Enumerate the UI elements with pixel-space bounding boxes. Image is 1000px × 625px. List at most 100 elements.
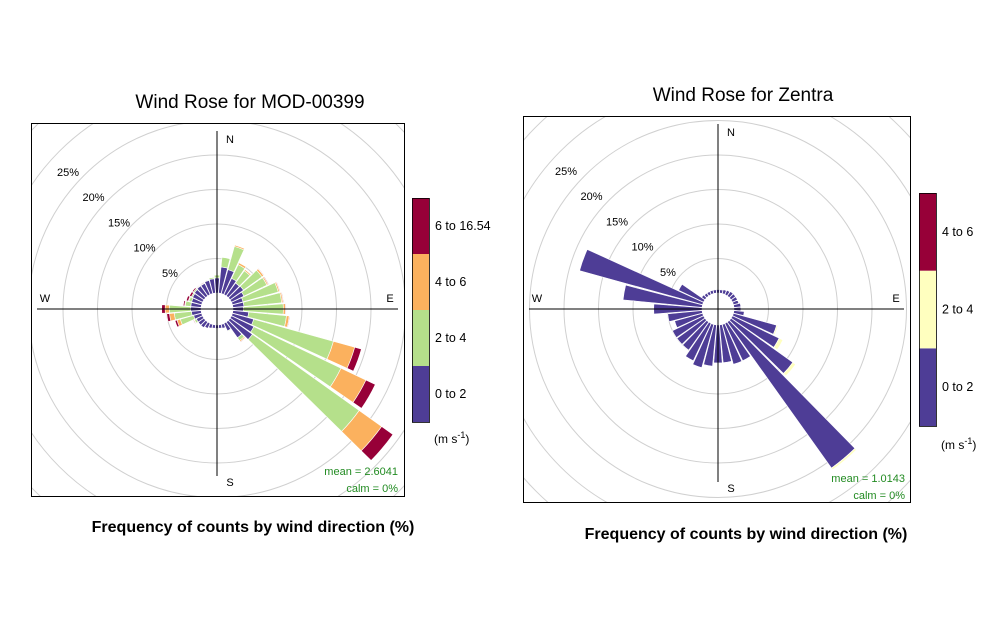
wind-bar-150-deg-0-to-2: [724, 321, 751, 362]
compass-east-label: E: [892, 293, 899, 305]
compass-south-label: S: [727, 483, 734, 495]
wind-bar-140-deg-0-to-2: [726, 319, 856, 469]
legend-swatch: [919, 348, 936, 426]
legend-frame: [412, 198, 430, 423]
wind-bar-120-deg-6-to-16.54: [352, 379, 376, 409]
legend-swatch: [919, 270, 936, 349]
wind-bar-280-deg-0-to-2: [622, 284, 703, 308]
legend-swatch: [919, 193, 936, 271]
wind-bar-330-deg-6-to-16.54: [199, 281, 205, 286]
grid-label: 5%: [162, 268, 178, 280]
legend-label: 0 to 2: [435, 387, 466, 401]
units-label: (m s-1): [941, 436, 976, 452]
plot-frame: [523, 116, 911, 503]
legend-swatch: [412, 254, 429, 310]
x-axis-label: Frequency of counts by wind direction (%…: [585, 526, 908, 543]
x-axis-label: Frequency of counts by wind direction (%…: [92, 519, 415, 536]
wind-bar-140-deg-6-to-16.54: [239, 337, 247, 343]
wind-bar-160-deg-0-to-2: [721, 323, 743, 365]
wind-bar-350-deg-2-to-4: [208, 276, 215, 280]
wind-bar-130-deg-2-to-4: [783, 361, 797, 377]
wind-bar-290-deg-6-to-16.54: [185, 295, 191, 302]
legend-label: 2 to 4: [435, 331, 466, 345]
mean-label: mean = 2.6041: [324, 466, 398, 478]
chart-title: Wind Rose for Zentra: [653, 85, 834, 106]
compass-east-label: E: [386, 293, 393, 305]
wind-bar-330-deg-0-to-2: [706, 291, 712, 297]
wind-bar-210-deg-0-to-2: [204, 321, 211, 329]
wind-bar-240-deg-6-to-16.54: [192, 319, 197, 325]
wind-bar-40-deg-0-to-2: [726, 291, 734, 299]
compass-north-label: N: [727, 127, 735, 139]
wind-bar-250-deg-0-to-2: [674, 312, 704, 329]
wind-bar-30-deg-4-to-6: [237, 262, 247, 269]
wind-bar-50-deg-6-to-16.54: [257, 267, 265, 277]
wind-bar-240-deg-0-to-2: [672, 315, 706, 339]
legend: 0 to 2 2 to 4 4 to 6 6 to 16.54 (m s-1): [412, 198, 491, 446]
grid-label: 10%: [631, 242, 653, 254]
wind-bar-310-deg-0-to-2: [701, 294, 708, 301]
wind-bar-210-deg-0-to-2: [685, 321, 712, 362]
legend-label: 0 to 2: [942, 380, 973, 394]
wind-bar-250-deg-6-to-16.54: [174, 319, 180, 328]
wind-rose-bars: [579, 249, 857, 471]
grid-label: 5%: [660, 267, 676, 279]
legend-label: 4 to 6: [942, 225, 973, 239]
wind-bar-30-deg-0-to-2: [724, 289, 731, 297]
wind-bar-70-deg-0-to-2: [732, 299, 740, 306]
wind-bar-300-deg-6-to-16.54: [189, 291, 194, 298]
wind-bar-190-deg-0-to-2: [211, 324, 216, 329]
legend-label: 6 to 16.54: [435, 219, 491, 233]
wind-rose-bars: [161, 244, 394, 461]
wind-rose-panel-2: Wind Rose for Zentra 25% 20% 15% 10% 5% N E S Wme…: [523, 85, 976, 543]
wind-bar-130-deg-6-to-16.54: [360, 426, 394, 461]
wind-bar-60-deg-0-to-2: [730, 296, 738, 303]
wind-bar-80-deg-0-to-2: [733, 302, 742, 308]
calm-label: calm = 0%: [346, 483, 398, 495]
wind-bar-220-deg-0-to-2: [682, 319, 710, 351]
wind-bar-220-deg-0-to-2: [200, 319, 209, 329]
legend-label: 4 to 6: [435, 275, 466, 289]
grid-label: 25%: [57, 167, 79, 179]
grid-label: 10%: [133, 243, 155, 255]
wind-bar-100-deg-0-to-2: [733, 310, 745, 316]
wind-bar-340-deg-2-to-4: [203, 279, 210, 283]
grid-label: 15%: [108, 217, 130, 229]
wind-bar-100-deg-6-to-16.54: [286, 315, 291, 328]
wind-bar-40-deg-4-to-6: [243, 269, 252, 276]
compass-north-label: N: [226, 134, 234, 146]
wind-bar-10-deg-2-to-4: [220, 257, 231, 269]
grid-label: 25%: [555, 166, 577, 178]
compass-south-label: S: [226, 477, 233, 489]
grid-label: 20%: [580, 191, 602, 203]
legend-swatch: [412, 366, 429, 422]
polar-plot-area: [523, 116, 910, 502]
wind-bar-120-deg-2-to-4: [773, 337, 784, 351]
wind-bar-70-deg-6-to-16.54: [275, 281, 281, 293]
wind-bar-150-deg-2-to-4: [227, 328, 232, 332]
wind-bar-350-deg-0-to-2: [712, 289, 717, 294]
wind-bar-340-deg-0-to-2: [709, 289, 715, 295]
compass-west-label: W: [40, 293, 51, 305]
wind-bar-320-deg-0-to-2: [703, 292, 710, 299]
wind-bar-200-deg-0-to-2: [208, 323, 214, 329]
calm-label: calm = 0%: [853, 490, 905, 502]
wind-bar-50-deg-0-to-2: [728, 293, 736, 301]
legend-label: 2 to 4: [942, 303, 973, 317]
legend-frame: [919, 193, 937, 427]
mean-label: mean = 1.0143: [831, 473, 905, 485]
wind-bar-20-deg-4-to-6: [233, 244, 245, 251]
wind-bar-110-deg-6-to-16.54: [346, 346, 362, 372]
wind-bar-190-deg-0-to-2: [703, 324, 717, 367]
wind-bar-230-deg-0-to-2: [197, 317, 207, 326]
wind-bar-300-deg-0-to-2: [678, 283, 706, 303]
wind-bar-60-deg-6-to-16.54: [263, 276, 270, 285]
grid-label: 20%: [82, 192, 104, 204]
chart-title: Wind Rose for MOD-00399: [135, 92, 364, 113]
legend: 0 to 2 2 to 4 4 to 6 (m s-1): [919, 193, 976, 452]
plot-frame: [31, 123, 405, 497]
wind-bar-160-deg-0-to-2: [220, 323, 226, 329]
wind-bar-20-deg-0-to-2: [721, 289, 727, 295]
legend-swatch: [412, 198, 429, 254]
